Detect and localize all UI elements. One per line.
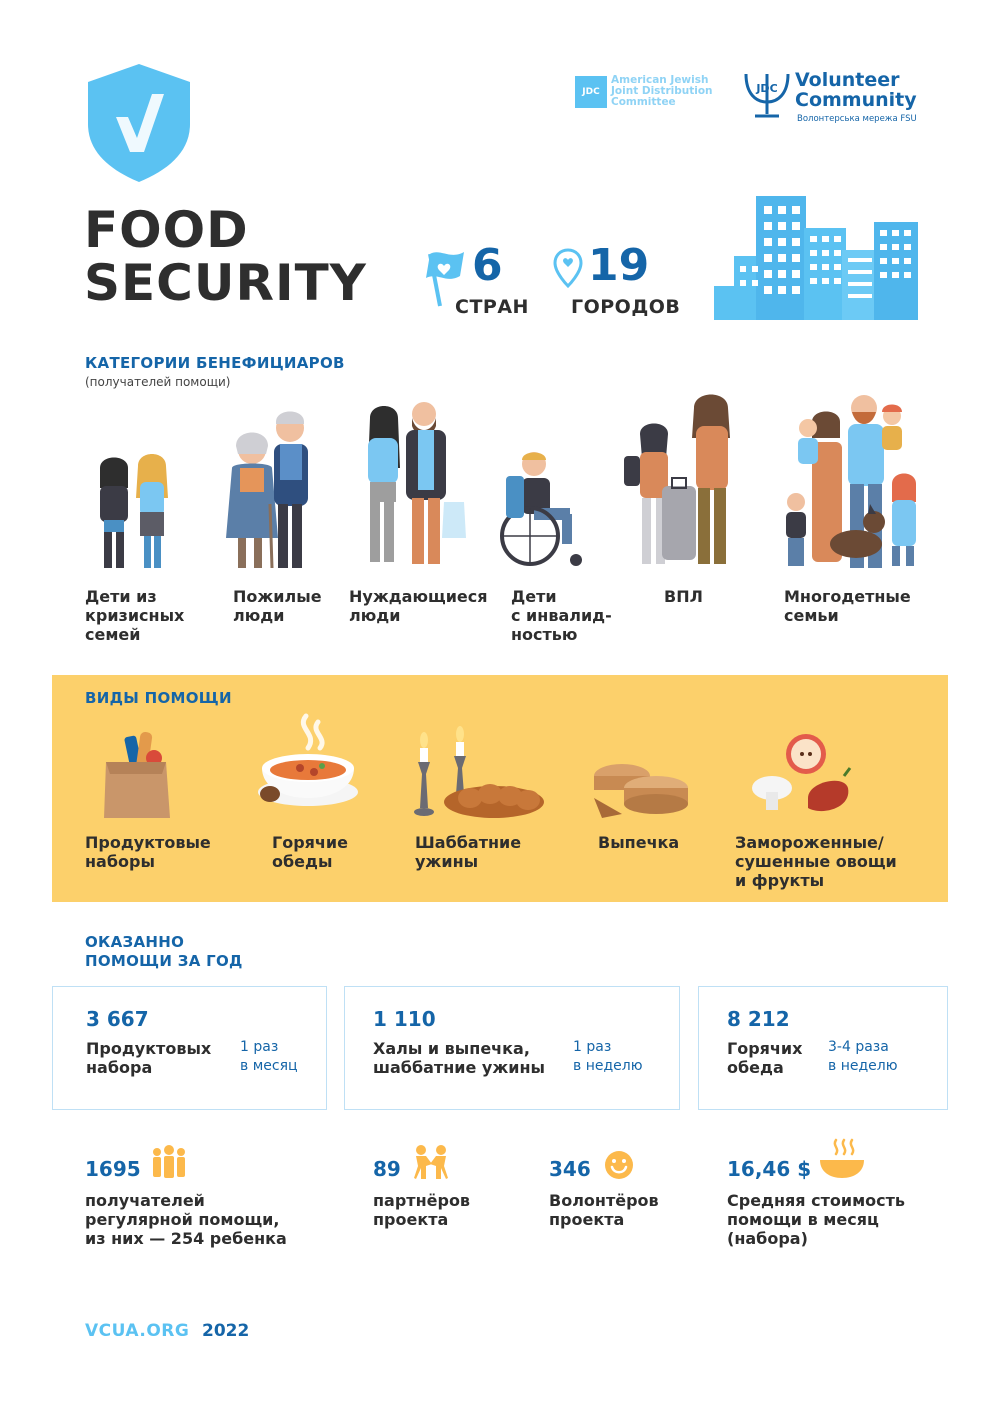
footer-year: 2022 [202, 1321, 250, 1341]
cities-label: ГОРОДОВ [571, 296, 681, 318]
shabbat-candles-challah-icon [410, 724, 544, 820]
countries-value: 6 [472, 240, 503, 291]
category-label-large-families: Многодетные семьи [784, 587, 911, 625]
category-label-disabled-children: Дети с инвалид- ностью [511, 587, 612, 644]
aid-label-frozen-dried: Замороженные/ сушенные овощи и фрукты [735, 833, 897, 890]
hot-soup-icon [256, 712, 360, 812]
svg-text:JDC: JDC [755, 82, 777, 95]
stat-box-value: 8 212 [727, 1007, 790, 1031]
smile-icon [604, 1150, 634, 1180]
stat-box-value: 3 667 [86, 1007, 149, 1031]
category-label-elderly: Пожилые люди [233, 587, 322, 625]
aid-label-shabbat-dinners: Шаббатние ужины [415, 833, 522, 871]
stat-box-hot-meals: 8 212 Горячих обеда 3-4 раза в неделю [698, 986, 948, 1110]
category-label-crisis-children: Дети из кризисных семей [85, 587, 185, 644]
stat-box-challah: 1 110 Халы и выпечка, шаббатние ужины 1 … [344, 986, 680, 1110]
footer-site-link[interactable]: VCUA.ORG [85, 1321, 190, 1341]
aid-label-hot-meals: Горячие обеды [272, 833, 348, 871]
cities-value: 19 [588, 240, 650, 291]
recipients-value: 1695 [85, 1157, 141, 1181]
map-pin-heart-icon [553, 248, 583, 289]
people-group-icon [150, 1144, 188, 1178]
yearly-heading: ОКАЗАННО ПОМОЩИ ЗА ГОД [85, 933, 243, 970]
large-family-illustration [782, 392, 922, 572]
people-in-need-illustration [360, 398, 470, 572]
hot-bowl-icon [818, 1138, 866, 1180]
stat-box-label: Продуктовых набора [86, 1039, 212, 1077]
category-label-idp: ВПЛ [664, 587, 703, 606]
category-label-in-need: Нуждающиеся люди [349, 587, 488, 625]
volunteer-community-subtitle: Волонтерська мережа FSU [797, 114, 917, 124]
recipients-label: получателей регулярной помощи, из них — … [85, 1191, 287, 1248]
avg-cost-value: 16,46 $ [727, 1157, 812, 1181]
grocery-bag-icon [100, 730, 172, 820]
volunteer-community-logo-text: Volunteer Community [795, 69, 917, 111]
partners-label: партнёров проекта [373, 1191, 471, 1229]
children-crisis-illustration [90, 448, 180, 572]
partners-value: 89 [373, 1157, 401, 1181]
aid-types-heading: ВИДЫ ПОМОЩИ [85, 689, 232, 707]
stat-box-value: 1 110 [373, 1007, 436, 1031]
beneficiaries-heading: КАТЕГОРИИ БЕНЕФИЦИАРОВ [85, 354, 345, 372]
menorah-logo-icon: JDC [742, 70, 792, 122]
child-wheelchair-illustration [500, 448, 590, 572]
volunteers-label: Волонтёров проекта [549, 1191, 659, 1229]
jdc-logo-text: American Jewish Joint Distribution Commi… [611, 74, 713, 108]
stat-box-frequency: 1 раз в неделю [573, 1039, 643, 1074]
volunteers-value: 346 [549, 1157, 591, 1181]
aid-label-pastry: Выпечка [598, 833, 680, 852]
beneficiaries-subheading: (получателей помощи) [85, 375, 231, 389]
stat-box-grocery: 3 667 Продуктовых набора 1 раз в месяц [52, 986, 327, 1110]
idp-illustration [618, 394, 738, 572]
shield-logo-icon [86, 62, 192, 184]
flag-heart-icon [424, 246, 468, 310]
pastry-icon [592, 758, 690, 820]
page-title-line2: SECURITY [84, 254, 367, 312]
aid-label-grocery-sets: Продуктовые наборы [85, 833, 211, 871]
elderly-people-illustration [220, 408, 320, 572]
jdc-logo-icon: JDC [575, 76, 607, 108]
city-buildings-icon [714, 196, 918, 320]
avg-cost-label: Средняя стоимость помощи в месяц (набора… [727, 1191, 906, 1248]
stat-box-label: Халы и выпечка, шаббатние ужины [373, 1039, 545, 1077]
handshake-people-icon [412, 1144, 450, 1180]
countries-label: СТРАН [455, 296, 529, 318]
stat-box-frequency: 3-4 раза в неделю [828, 1039, 898, 1074]
stat-box-frequency: 1 раз в месяц [240, 1039, 298, 1074]
stat-box-label: Горячих обеда [727, 1039, 803, 1077]
page-title-line1: FOOD [84, 201, 249, 259]
fruits-vegetables-icon [748, 732, 856, 824]
